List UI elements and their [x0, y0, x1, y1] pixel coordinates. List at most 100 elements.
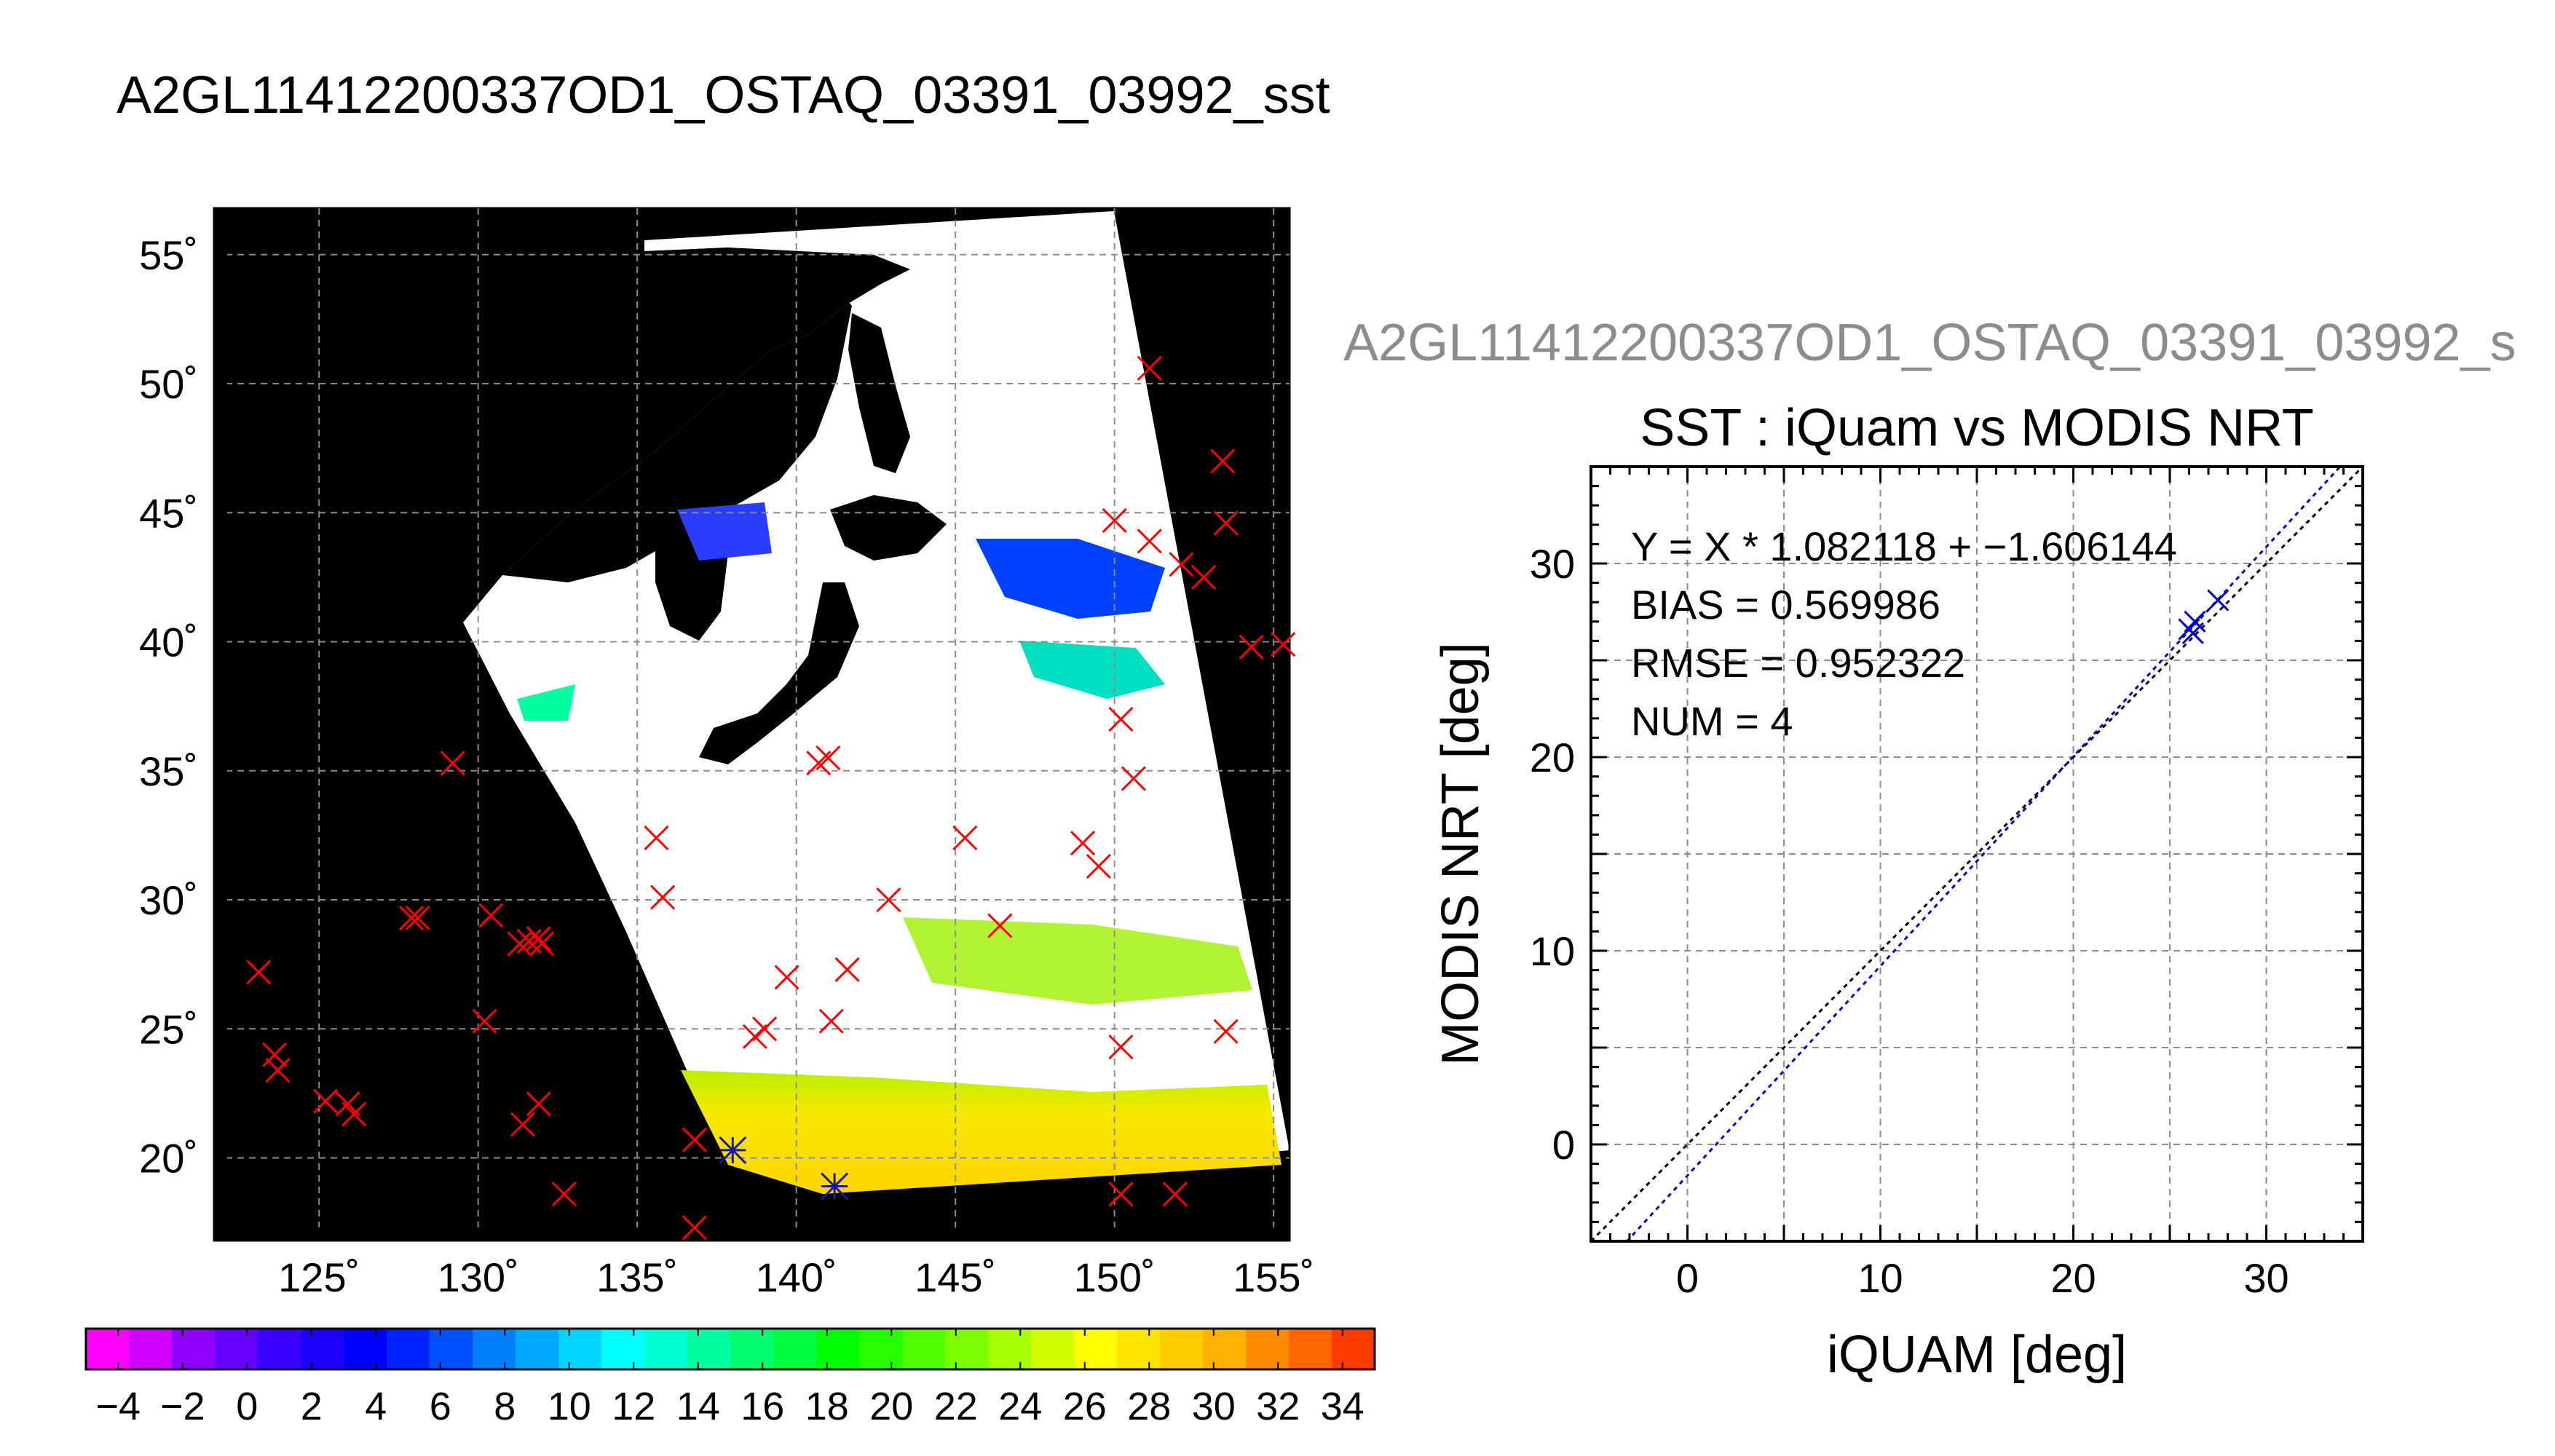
- colorbar-cell: [1117, 1329, 1161, 1369]
- colorbar-label: 10: [548, 1385, 591, 1428]
- buoy-marker: [1210, 448, 1236, 474]
- buoy-marker: [265, 1057, 291, 1083]
- scatter-x-tick-label: 30: [2243, 1255, 2289, 1301]
- buoy-marker: [816, 745, 841, 771]
- buoy-marker: [341, 1101, 367, 1127]
- buoy-marker-stroke: [818, 1008, 844, 1034]
- colorbar-cell: [1246, 1329, 1290, 1369]
- colorbar-label: 18: [805, 1385, 849, 1428]
- scatter-points: [2178, 589, 2230, 644]
- colorbar-cell: [644, 1329, 688, 1369]
- colorbar-cell: [558, 1329, 602, 1369]
- colorbar-cell: [172, 1329, 216, 1369]
- buoy-marker: [1108, 706, 1134, 732]
- sst-map: 125˚ 130˚ 135˚ 140˚ 145˚ 150˚ 155˚ 55˚ 50˚ 45˚ 40…: [139, 207, 1314, 1300]
- buoy-marker: [650, 885, 676, 910]
- buoy-marker: [1137, 529, 1162, 554]
- buoy-marker: [876, 887, 901, 913]
- colorbar-cell: [301, 1329, 344, 1369]
- buoy-marker: [1169, 552, 1194, 577]
- matched-marker: [719, 1136, 747, 1164]
- buoy-marker: [952, 825, 978, 851]
- colorbar-cell: [1289, 1329, 1332, 1369]
- buoy-marker-stroke: [551, 1182, 577, 1207]
- scatter-stat-line: NUM = 4: [1631, 698, 1793, 744]
- scatter-ylabel: MODIS NRT [deg]: [1431, 642, 1490, 1066]
- colorbar-cell: [730, 1329, 774, 1369]
- colorbar-cell: [1160, 1329, 1204, 1369]
- scatter-ticks: 0 10 20 30 0 10 20 30: [1530, 467, 2363, 1301]
- buoy-marker: [834, 957, 860, 982]
- colorbar-cell: [86, 1329, 130, 1369]
- colorbar-label: 24: [998, 1385, 1042, 1428]
- scatter-x-tick-label: 0: [1676, 1255, 1699, 1301]
- scatter-x-tick-label: 10: [1857, 1255, 1903, 1301]
- buoy-marker: [1239, 634, 1264, 660]
- colorbar-label: 32: [1256, 1385, 1300, 1428]
- buoy-marker-stroke: [1121, 766, 1146, 791]
- buoy-marker: [261, 1042, 288, 1067]
- map-lon-label: 155˚: [1233, 1254, 1314, 1300]
- buoy-marker: [987, 913, 1013, 938]
- land-asia-mainland: [502, 248, 852, 582]
- colorbar-cell: [601, 1329, 645, 1369]
- buoy-marker-stroke: [341, 1101, 367, 1127]
- identity-line: [1591, 467, 2363, 1241]
- buoy-marker: [682, 1215, 707, 1241]
- buoy-marker-stroke: [1108, 1182, 1134, 1207]
- land-hokkaido: [830, 495, 947, 561]
- buoy-marker-stroke: [650, 885, 676, 910]
- buoy-marker-stroke: [1210, 448, 1236, 474]
- scatter-y-tick-label: 0: [1552, 1122, 1575, 1168]
- colorbar-label: −2: [160, 1385, 205, 1428]
- scatter-title: SST : iQuam vs MODIS NRT: [1640, 399, 2314, 457]
- map-lon-label: 145˚: [915, 1254, 996, 1300]
- buoy-marker-stroke: [876, 887, 901, 913]
- buoy-marker-stroke: [510, 1112, 535, 1137]
- buoy-marker: [1108, 1182, 1134, 1207]
- colorbar-label: 12: [612, 1385, 655, 1428]
- buoy-marker-stroke: [742, 1024, 767, 1050]
- buoy-marker-stroke: [398, 905, 424, 930]
- colorbar-cell: [902, 1329, 946, 1369]
- buoy-marker-stroke: [1213, 510, 1239, 536]
- buoy-marker-stroke: [816, 745, 841, 771]
- buoy-marker: [682, 1127, 707, 1152]
- buoy-marker-stroke: [1190, 564, 1217, 590]
- map-lat-label: 25˚: [139, 1006, 198, 1052]
- colorbar-label: 34: [1321, 1385, 1365, 1428]
- buoy-marker: [405, 905, 430, 930]
- buoy-marker: [1086, 853, 1111, 879]
- scatter-panel-header: A2GL11412200337OD1_OSTAQ_03391_03992_s: [1343, 314, 2516, 372]
- sst-patch-teal: [517, 684, 575, 721]
- colorbar-cell: [945, 1329, 989, 1369]
- regression-line: [1625, 467, 2342, 1241]
- buoy-marker: [644, 825, 669, 851]
- buoy-marker-stroke: [682, 1215, 707, 1241]
- map-frame: [213, 207, 1291, 1242]
- map-lat-label: 55˚: [139, 232, 198, 278]
- colorbar-label: 8: [494, 1385, 516, 1428]
- buoy-marker-stroke: [478, 903, 504, 928]
- buoy-marker-stroke: [751, 1016, 778, 1042]
- map-lat-label: 35˚: [139, 748, 198, 794]
- colorbar-labels: −4 −2 0 2 4 6 8 10 12 14 16 18 20 22 24 26 28 30 32 34: [95, 1329, 1365, 1428]
- buoy-marker-stroke: [774, 965, 799, 990]
- buoy-marker: [1162, 1182, 1188, 1207]
- buoy-marker-stroke: [516, 928, 542, 954]
- map-lon-label: 150˚: [1074, 1254, 1156, 1300]
- colorbar-cell: [1203, 1329, 1247, 1369]
- buoy-marker: [1108, 1034, 1134, 1060]
- colorbar-label: 4: [365, 1385, 387, 1428]
- buoy-marker-stroke: [834, 957, 860, 982]
- buoy-marker: [818, 1008, 844, 1034]
- colorbar-cell: [129, 1329, 173, 1369]
- buoy-marker-stroke: [526, 1091, 551, 1117]
- buoy-marker: [751, 1016, 778, 1042]
- buoy-marker-stroke: [1169, 552, 1194, 577]
- scatter-y-tick-label: 20: [1530, 735, 1575, 780]
- scatter-point: [2181, 622, 2204, 644]
- colorbar-frame: [84, 1327, 1376, 1371]
- buoy-marker-stroke: [1108, 706, 1134, 732]
- buoy-marker-stroke: [1239, 634, 1264, 660]
